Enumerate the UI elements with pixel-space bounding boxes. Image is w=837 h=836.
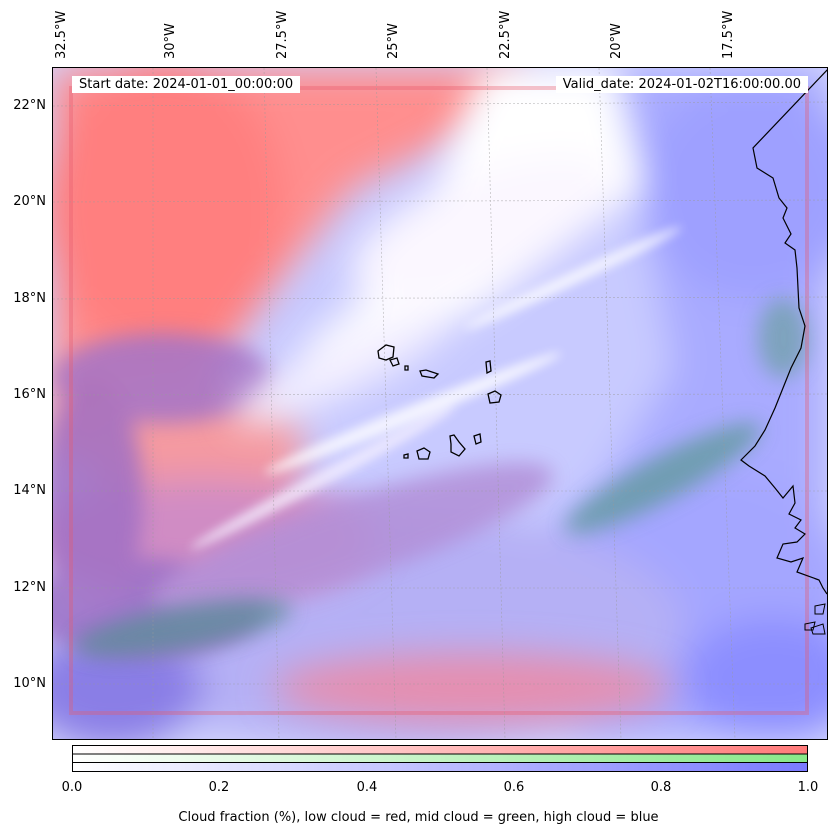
clear-sky-swath [233, 68, 643, 424]
lon-label-32-5w: 32.5°W [54, 10, 69, 59]
lon-label-17-5w: 17.5°W [721, 10, 736, 59]
colorbar-low-cloud [72, 745, 808, 755]
lon-label-30w: 30°W [163, 23, 178, 59]
lat-label-10n: 10°N [13, 676, 46, 691]
lat-label-16n: 16°N [13, 387, 46, 402]
map-canvas [53, 68, 827, 739]
lon-label-27-5w: 27.5°W [275, 10, 290, 59]
gridlines [53, 68, 827, 739]
domain-boundary [69, 86, 809, 715]
lon-label-22-5w: 22.5°W [498, 10, 513, 59]
colorbar-mid-cloud [72, 753, 808, 763]
lon-label-20w: 20°W [609, 23, 624, 59]
colorbar-label: Cloud fraction (%), low cloud = red, mid… [178, 810, 659, 825]
lat-label-14n: 14°N [13, 483, 46, 498]
cloud-fraction-map: Start date: 2024-01-01_00:00:00 Valid_da… [53, 68, 827, 739]
lat-label-20n: 20°N [13, 194, 46, 209]
cirrus-streaks [190, 226, 682, 549]
colorbar-tick-0-4: 0.4 [356, 780, 378, 795]
mid-cloud-streaks [74, 298, 808, 657]
colorbar-tick-0-0: 0.0 [61, 780, 83, 795]
lat-label-18n: 18°N [13, 291, 46, 306]
colorbar-tick-0-8: 0.8 [650, 780, 672, 795]
africa-coastline [740, 68, 827, 595]
colorbar-high-cloud [72, 762, 808, 772]
colorbar-tick-1-0: 1.0 [797, 780, 819, 795]
cape-verde-islands [377, 344, 502, 460]
bijagos-islands [804, 603, 826, 635]
colorbar-tick-0-2: 0.2 [208, 780, 230, 795]
lon-label-25w: 25°W [386, 23, 401, 59]
colorbar [72, 745, 808, 772]
lat-label-12n: 12°N [13, 580, 46, 595]
lat-label-22n: 22°N [13, 98, 46, 113]
colorbar-tick-0-6: 0.6 [503, 780, 525, 795]
valid-date: Valid_date: 2024-01-02T16:00:00.00 [555, 76, 808, 93]
start-date: Start date: 2024-01-01_00:00:00 [72, 76, 301, 93]
